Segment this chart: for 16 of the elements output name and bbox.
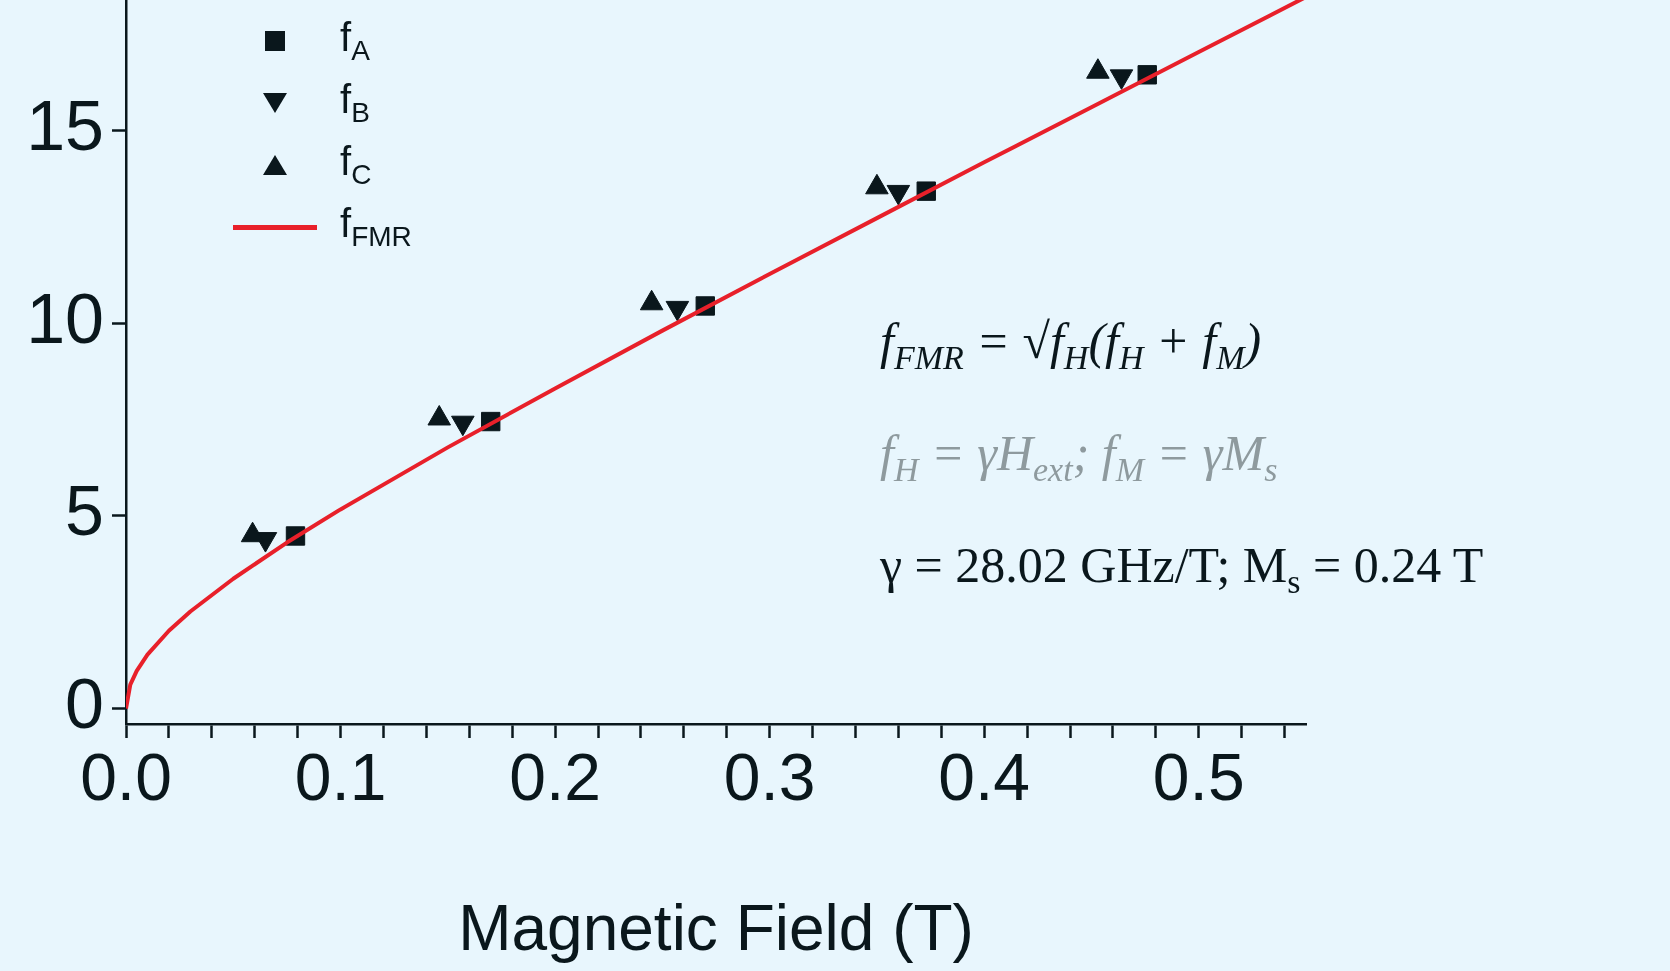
legend-label: f$_{FMR}$ <box>340 201 412 253</box>
x-tick-label: 0.1 <box>294 739 387 814</box>
x-axis-title: Magnetic Field (T) <box>458 892 974 965</box>
legend-label: f$_{C}$ <box>340 139 372 191</box>
x-tick-label: 0.2 <box>509 739 601 814</box>
text: f$_{FMR}$ = √f$_{H}$(f$_{H}$ + f$_{M}$) <box>880 313 1262 376</box>
y-tick-label: 15 <box>26 86 104 165</box>
x-tick-label: 0.3 <box>723 739 816 814</box>
legend-label: f$_{A}$ <box>340 15 370 67</box>
x-tick-label: 0.4 <box>938 739 1031 814</box>
y-tick-label: 5 <box>65 472 104 551</box>
legend-label: f$_{B}$ <box>340 77 370 129</box>
annotation: f$_{H}$ = γH$_{ext}$; f$_{M}$ = γM$_{s}$ <box>880 424 1279 490</box>
y-tick-label: 10 <box>26 279 104 358</box>
x-tick-label: 0.5 <box>1152 739 1245 814</box>
annotation: γ = 28.02 GHz/T; M$_{s}$ = 0.24 T <box>880 536 1484 602</box>
